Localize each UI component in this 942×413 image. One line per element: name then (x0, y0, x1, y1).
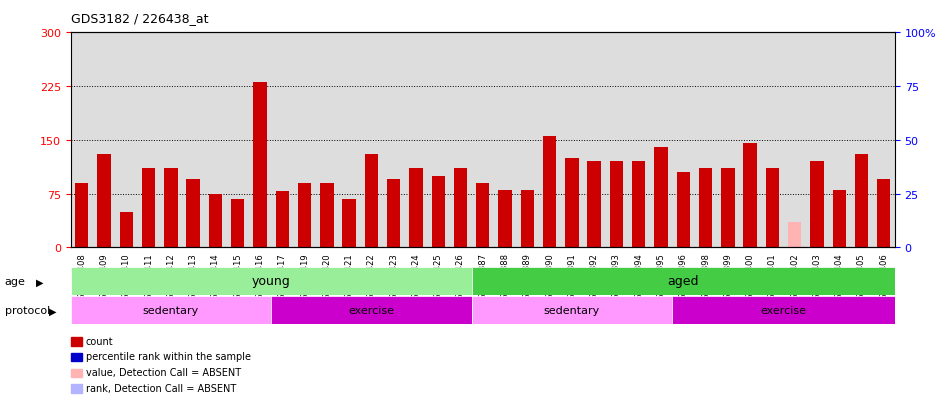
Bar (164, 169, 178, 248)
Text: aged: aged (668, 275, 699, 288)
Text: value, Detection Call = ABSENT: value, Detection Call = ABSENT (86, 367, 241, 377)
Bar (632, 162, 645, 248)
Bar (722, 169, 735, 248)
Bar (253, 83, 267, 248)
Bar (298, 183, 311, 248)
Text: sedentary: sedentary (544, 305, 600, 315)
Text: protocol: protocol (5, 306, 50, 316)
Bar (854, 155, 869, 248)
Bar (97, 155, 111, 248)
Bar (676, 173, 690, 248)
Text: exercise: exercise (760, 305, 806, 315)
Bar (454, 169, 467, 248)
Bar (409, 169, 423, 248)
Bar (833, 190, 846, 248)
Bar (231, 199, 244, 248)
Bar (75, 183, 89, 248)
Text: young: young (252, 275, 290, 288)
Bar (521, 190, 534, 248)
Bar (609, 162, 623, 248)
Bar (877, 180, 890, 248)
Text: rank, Detection Call = ABSENT: rank, Detection Call = ABSENT (86, 383, 236, 393)
Text: GDS3182 / 226438_at: GDS3182 / 226438_at (71, 12, 208, 25)
Bar (276, 192, 289, 248)
Bar (788, 223, 802, 248)
Bar (766, 169, 779, 248)
Bar (320, 183, 333, 248)
Bar (588, 162, 601, 248)
Bar (187, 180, 200, 248)
Text: ▶: ▶ (36, 277, 43, 287)
Bar (498, 190, 512, 248)
Text: ▶: ▶ (49, 306, 57, 316)
Text: sedentary: sedentary (143, 305, 199, 315)
Bar (431, 176, 445, 248)
Bar (343, 199, 356, 248)
Bar (565, 158, 578, 248)
Bar (71, 296, 271, 324)
Bar (810, 162, 823, 248)
Bar (209, 194, 222, 248)
Text: exercise: exercise (349, 305, 395, 315)
Bar (472, 296, 673, 324)
Bar (476, 183, 490, 248)
Bar (655, 147, 668, 248)
Bar (743, 144, 756, 248)
Bar (142, 169, 155, 248)
Text: age: age (5, 277, 25, 287)
Bar (271, 296, 472, 324)
Bar (365, 155, 378, 248)
Bar (120, 212, 133, 248)
Bar (543, 137, 557, 248)
Bar (71, 267, 472, 295)
Bar (387, 180, 400, 248)
Text: percentile rank within the sample: percentile rank within the sample (86, 351, 251, 361)
Text: count: count (86, 336, 113, 346)
Bar (699, 169, 712, 248)
Bar (673, 296, 895, 324)
Bar (472, 267, 895, 295)
